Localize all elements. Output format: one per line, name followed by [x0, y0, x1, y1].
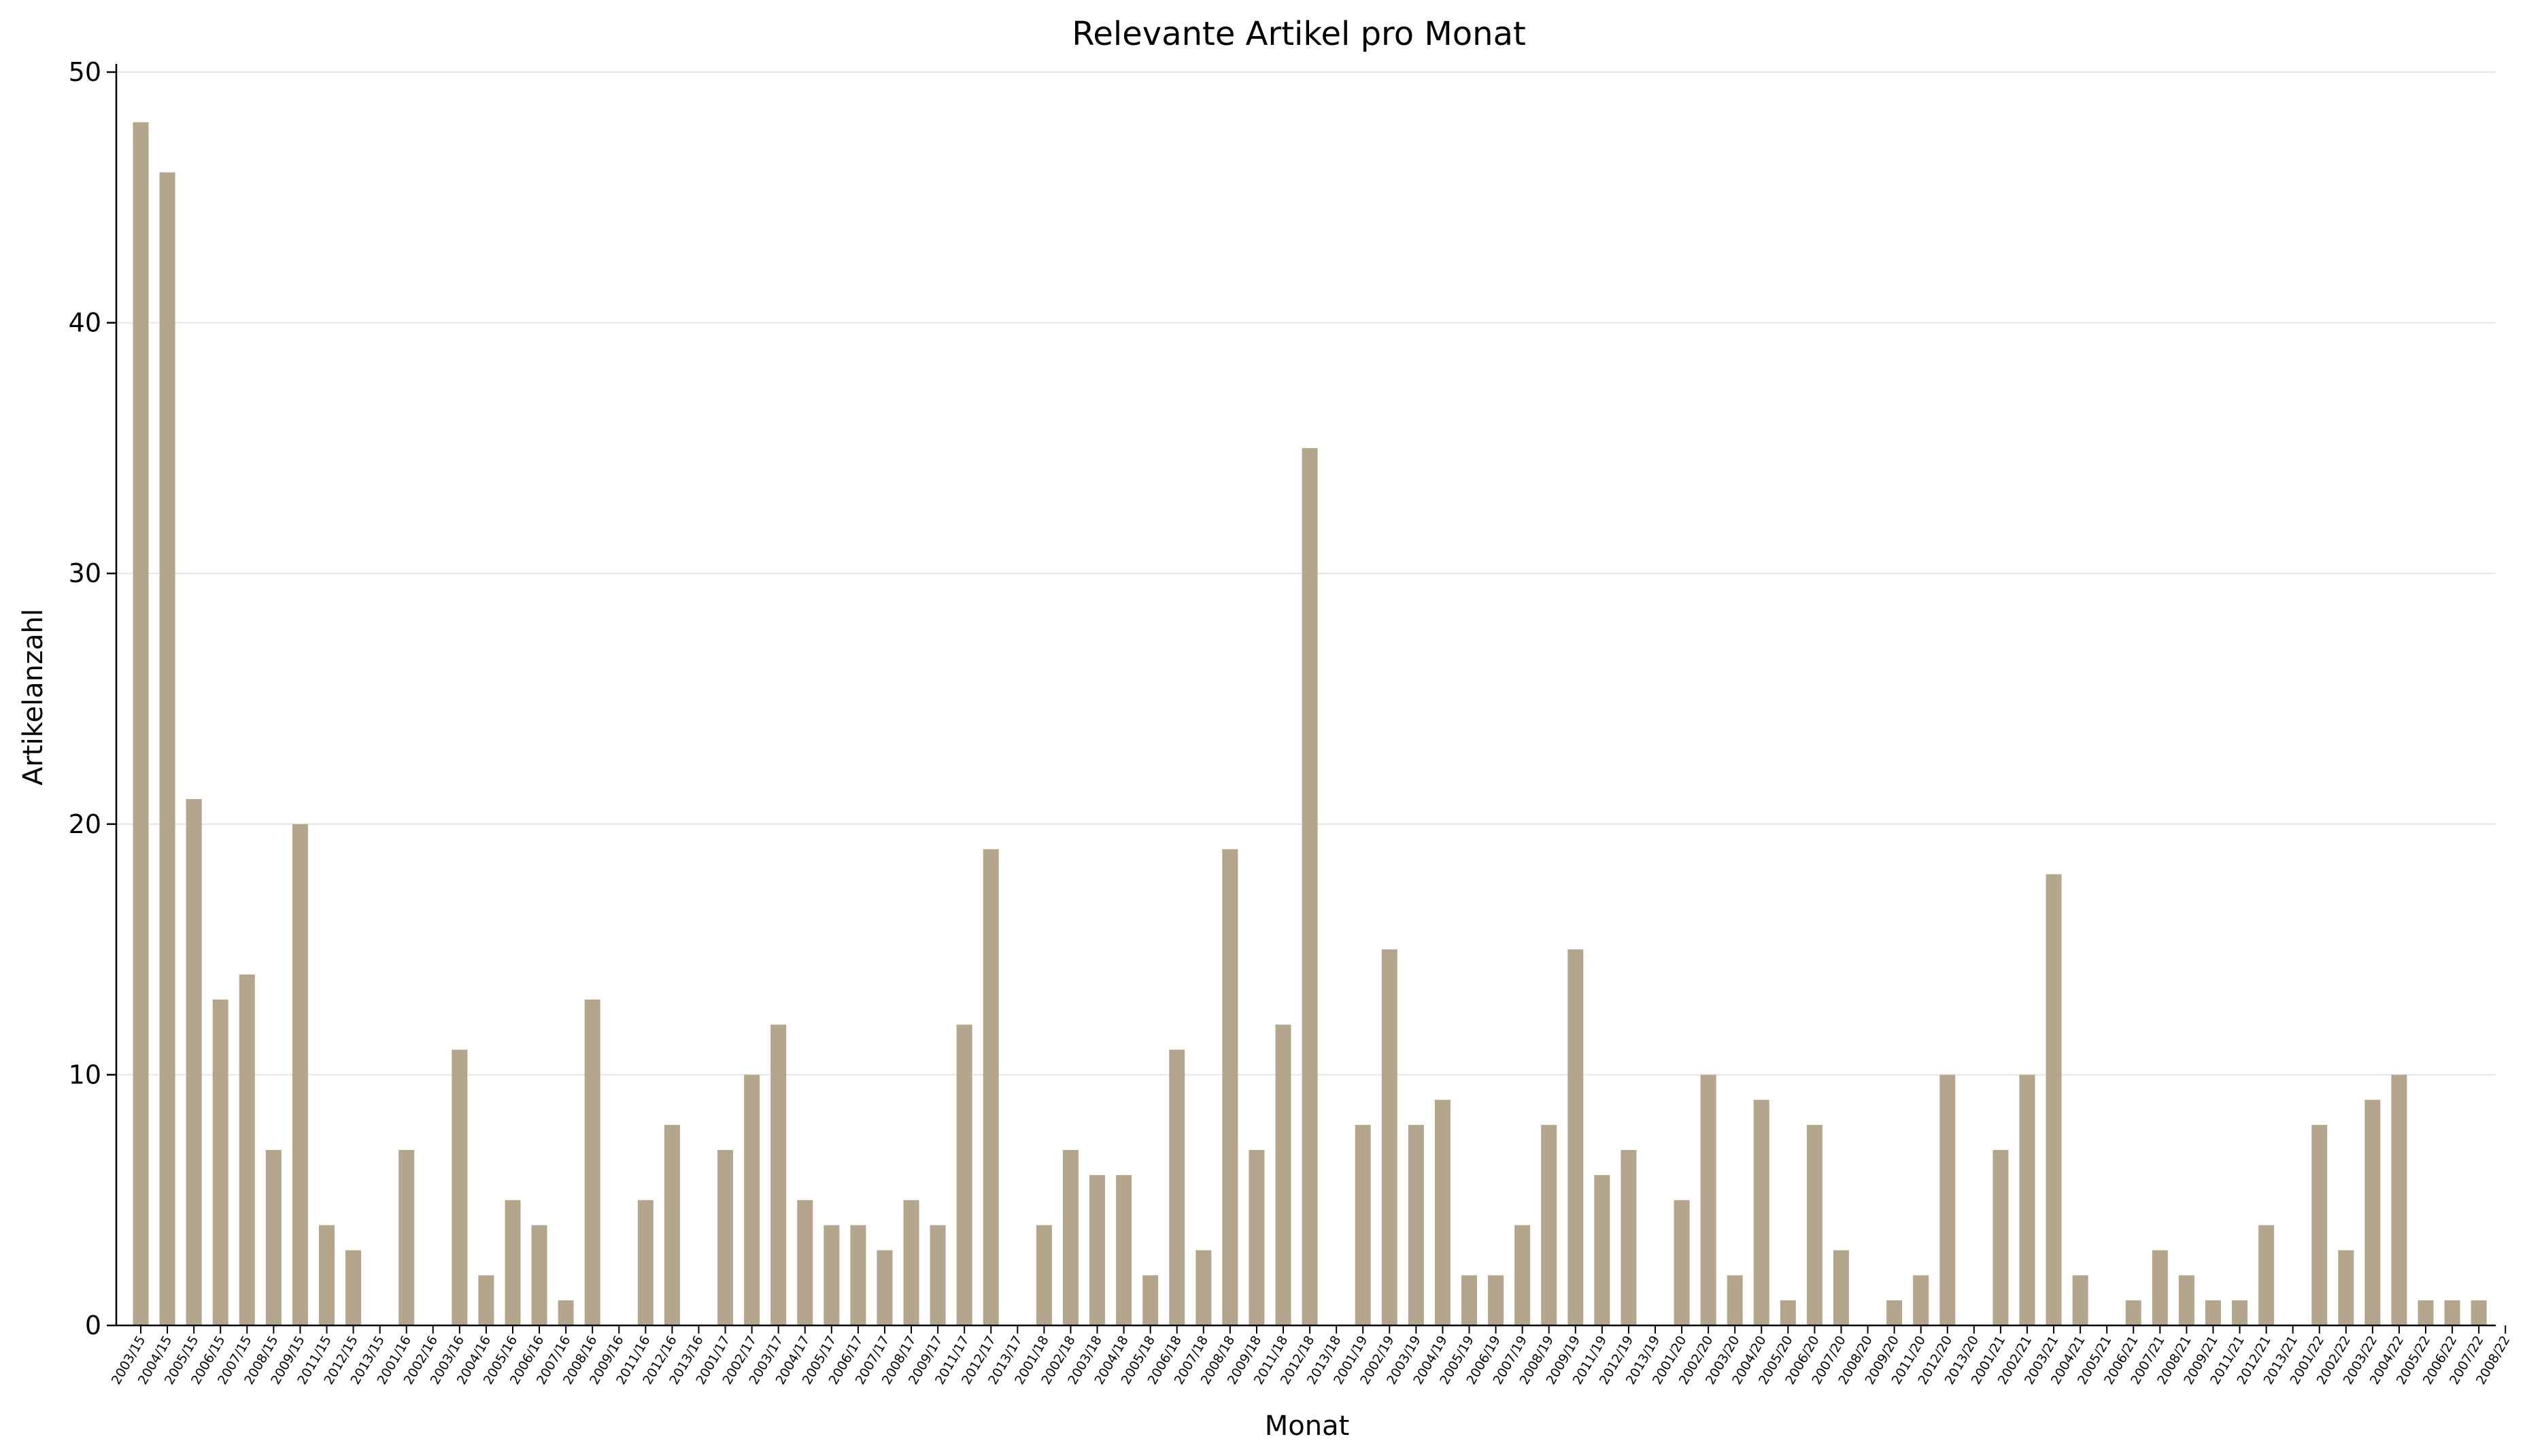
bar [1621, 1149, 1637, 1325]
bar [478, 1275, 494, 1325]
bar [1434, 1100, 1451, 1325]
bar [1249, 1149, 1265, 1325]
bar [1939, 1074, 1956, 1325]
bar [1461, 1275, 1477, 1325]
y-tick-label: 50 [69, 57, 101, 87]
bar [2178, 1275, 2194, 1325]
bar [452, 1049, 468, 1325]
y-tick-label: 0 [85, 1310, 101, 1340]
y-tick-label: 30 [69, 558, 101, 588]
bar [2471, 1300, 2487, 1325]
bar [2046, 874, 2062, 1325]
y-tick-label: 40 [69, 308, 101, 338]
bar [1514, 1225, 1531, 1325]
bar [1594, 1174, 1610, 1325]
bar [1302, 447, 1318, 1325]
bar [1116, 1174, 1132, 1325]
bar [2232, 1300, 2248, 1325]
bar [1222, 849, 1238, 1325]
bar [1674, 1200, 1690, 1325]
bar [956, 1024, 972, 1325]
x-axis-label: Monat [1265, 1410, 1350, 1442]
bar [1780, 1300, 1796, 1325]
bar [1381, 949, 1397, 1325]
bar [2152, 1250, 2168, 1325]
y-ticks: 0 10 20 30 40 50 [69, 57, 116, 1340]
bar [1036, 1225, 1052, 1325]
bar [717, 1149, 734, 1325]
bar [797, 1200, 813, 1325]
bar [2019, 1074, 2035, 1325]
bar [1142, 1275, 1159, 1325]
bar [1195, 1250, 1212, 1325]
bar [1913, 1275, 1929, 1325]
bar [1992, 1149, 2009, 1325]
bar [2364, 1100, 2381, 1325]
bar [2311, 1125, 2328, 1325]
bar [1355, 1125, 1371, 1325]
bar [770, 1024, 787, 1325]
bar [133, 122, 149, 1326]
y-axis-label: Artikelanzahl [18, 609, 49, 785]
bar [2338, 1250, 2354, 1325]
bar [1275, 1024, 1291, 1325]
bar [531, 1225, 547, 1325]
bar [903, 1200, 919, 1325]
bar [1886, 1300, 1903, 1325]
bar [744, 1074, 760, 1325]
bar [345, 1250, 362, 1325]
bar [930, 1225, 946, 1325]
bar [398, 1149, 415, 1325]
y-tick-label: 10 [69, 1060, 101, 1089]
bar [1700, 1074, 1716, 1325]
bar [1089, 1174, 1106, 1325]
bar [2205, 1300, 2221, 1325]
bar [664, 1125, 680, 1325]
bar [1567, 949, 1584, 1325]
bars [133, 122, 2487, 1326]
bar [558, 1300, 574, 1325]
bar [318, 1225, 335, 1325]
bar [292, 824, 308, 1325]
bar [1833, 1250, 1849, 1325]
bar [1806, 1125, 1822, 1325]
chart-title: Relevante Artikel pro Monat [1072, 15, 1526, 53]
bar [983, 849, 999, 1325]
bar [2444, 1300, 2460, 1325]
bar [2418, 1300, 2434, 1325]
bar [159, 172, 175, 1326]
bar [2258, 1225, 2275, 1325]
bar [824, 1225, 840, 1325]
bar [1541, 1125, 1557, 1325]
bar [212, 999, 228, 1325]
bar [186, 798, 202, 1325]
bar [265, 1149, 282, 1325]
bar [1753, 1100, 1769, 1325]
bar [877, 1250, 893, 1325]
bar [505, 1200, 521, 1325]
x-ticks: 2003/152004/152005/152006/152007/152008/… [109, 1325, 2513, 1387]
bar [2125, 1300, 2141, 1325]
y-tick-label: 20 [69, 809, 101, 839]
bar [1727, 1275, 1743, 1325]
bar [239, 974, 255, 1325]
bar [1408, 1125, 1424, 1325]
bar [1488, 1275, 1504, 1325]
bar [2072, 1275, 2088, 1325]
bar [637, 1200, 654, 1325]
bar [850, 1225, 866, 1325]
bar [584, 999, 600, 1325]
bar [1169, 1049, 1185, 1325]
bar [1062, 1149, 1079, 1325]
bar [2391, 1074, 2407, 1325]
